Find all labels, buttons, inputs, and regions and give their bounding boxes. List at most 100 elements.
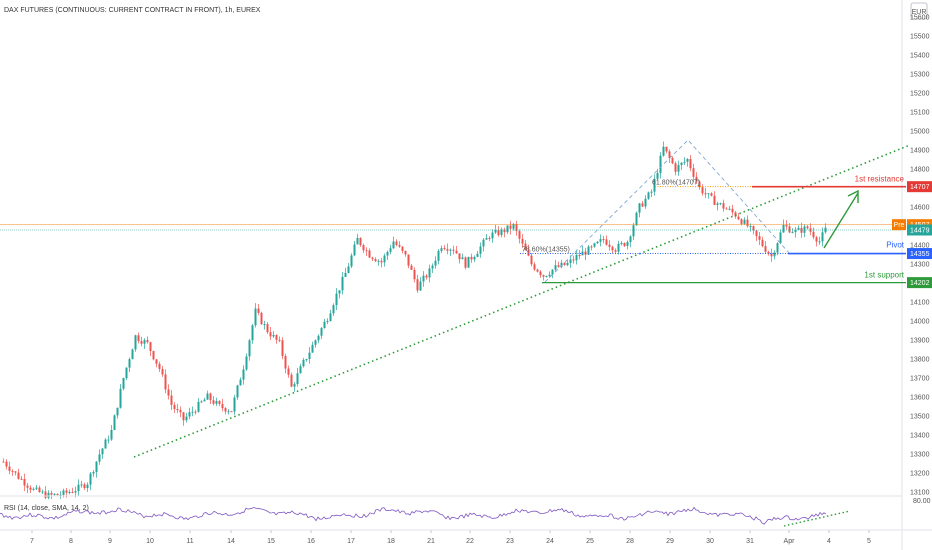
candle-body xyxy=(212,400,215,404)
candle-body xyxy=(104,439,107,449)
candle-body xyxy=(548,274,551,276)
candle-body xyxy=(41,491,44,493)
candle-body xyxy=(236,385,239,398)
time-tick-label: 16 xyxy=(307,538,315,545)
plot-background xyxy=(0,0,902,550)
candle-body xyxy=(191,411,194,413)
candle-body xyxy=(302,359,305,367)
time-tick-label: 31 xyxy=(746,538,754,545)
time-tick-label: 28 xyxy=(626,538,634,545)
candle-body xyxy=(449,249,452,251)
fib-618-label: 61.80%(14707) xyxy=(652,180,700,187)
price-tag-prefix-bg xyxy=(892,219,906,231)
time-tick-label: Apr xyxy=(784,538,796,545)
candle-body xyxy=(419,281,422,291)
drawings-layer: 1st resistance Pivot 1st support 61.80%(147… xyxy=(0,139,911,458)
time-tick-label: 10 xyxy=(146,538,154,545)
candle-body xyxy=(326,320,329,322)
candle-body xyxy=(194,411,197,413)
candle-body xyxy=(824,227,827,233)
candle-body xyxy=(242,369,245,380)
candle-body xyxy=(119,388,122,408)
candle-body xyxy=(53,493,56,495)
candle-body xyxy=(353,244,356,256)
candle-body xyxy=(425,275,428,278)
candle-body xyxy=(737,216,740,220)
candle-body xyxy=(350,255,353,267)
candle-body xyxy=(497,230,500,236)
candle-body xyxy=(95,461,98,472)
time-tick-label: 30 xyxy=(706,538,714,545)
candle-body xyxy=(740,219,743,224)
candle-body xyxy=(383,255,386,263)
candle-body xyxy=(578,254,581,256)
candle-body xyxy=(533,264,536,270)
candle-body xyxy=(602,239,605,241)
projection-arrow-head xyxy=(847,189,859,203)
candle-body xyxy=(821,232,824,242)
price-axis-panel[interactable] xyxy=(902,0,932,550)
candle-body xyxy=(275,334,278,340)
time-tick-label: 7 xyxy=(30,538,34,545)
candle-body xyxy=(65,490,68,493)
price-tags-layer: 14707Pre14507144791435514202 xyxy=(892,181,932,289)
candle-body xyxy=(416,279,419,291)
candle-body xyxy=(617,243,620,252)
candle-body xyxy=(329,313,332,321)
candle-body xyxy=(719,203,722,205)
candle-body xyxy=(260,312,263,325)
support-label: 1st support xyxy=(864,271,904,280)
candle-body xyxy=(299,366,302,374)
candle-body xyxy=(443,248,446,250)
candle-body xyxy=(224,408,227,412)
candle-body xyxy=(128,359,131,368)
candle-body xyxy=(320,328,323,336)
currency-label: EUR xyxy=(912,9,927,16)
candle-body xyxy=(491,232,494,239)
time-tick-label: 4 xyxy=(827,538,831,545)
candle-body xyxy=(509,225,512,229)
candle-body xyxy=(521,238,524,244)
candle-body xyxy=(404,250,407,255)
price-tag-bg xyxy=(907,277,932,289)
candle-body xyxy=(347,266,350,273)
candle-body xyxy=(683,161,686,163)
fib-retracement-guide xyxy=(544,139,791,283)
candle-body xyxy=(14,471,17,473)
currency-badge: EUR xyxy=(910,2,928,20)
price-tick-label: 13400 xyxy=(910,433,930,440)
time-tick-label: 22 xyxy=(466,538,474,545)
candle-body xyxy=(5,461,8,467)
candle-body xyxy=(170,395,173,405)
candle-body xyxy=(638,203,641,213)
resistance-label: 1st resistance xyxy=(855,175,905,184)
candle-body xyxy=(512,224,515,229)
candle-body xyxy=(308,352,311,360)
candle-body xyxy=(50,492,53,495)
candle-body xyxy=(704,193,707,195)
chart-title: DAX FUTURES (CONTINUOUS: CURRENT CONTRAC… xyxy=(4,7,261,14)
time-tick-label: 29 xyxy=(666,538,674,545)
candle-body xyxy=(197,401,200,412)
candle-body xyxy=(23,479,26,486)
price-tick-label: 14800 xyxy=(910,167,930,174)
candle-body xyxy=(272,334,275,337)
price-tag-bg xyxy=(907,181,932,193)
candle-body xyxy=(764,246,767,252)
candle-body xyxy=(650,191,653,193)
candle-body xyxy=(374,259,377,262)
price-tick-label: 15400 xyxy=(910,53,930,60)
candle-body xyxy=(515,224,518,232)
time-tick-label: 14 xyxy=(227,538,235,545)
time-tick-label: 9 xyxy=(108,538,112,545)
candle-body xyxy=(560,262,563,267)
price-tick-label: 13500 xyxy=(910,414,930,421)
candle-body xyxy=(626,241,629,246)
candle-body xyxy=(611,246,614,251)
candle-body xyxy=(8,466,11,471)
time-tick-label: 15 xyxy=(267,538,275,545)
time-tick-label: 18 xyxy=(387,538,395,545)
candles-layer xyxy=(2,141,827,500)
candle-body xyxy=(518,231,521,239)
